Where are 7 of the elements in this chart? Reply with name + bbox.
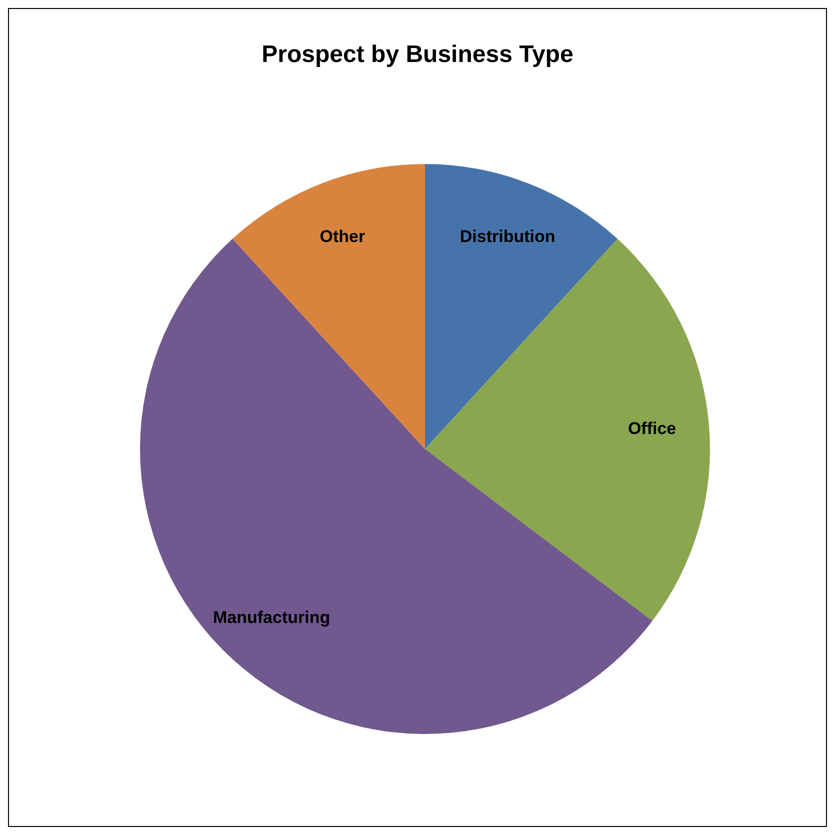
chart-title: Prospect by Business Type	[260, 41, 574, 69]
pie-slice	[425, 164, 618, 449]
slice-label: Manufacturing	[213, 608, 330, 628]
slice-label: Other	[320, 226, 366, 246]
pie-slice	[232, 164, 425, 449]
slice-label: Distribution	[460, 226, 556, 246]
slice-label: Office	[628, 418, 676, 438]
